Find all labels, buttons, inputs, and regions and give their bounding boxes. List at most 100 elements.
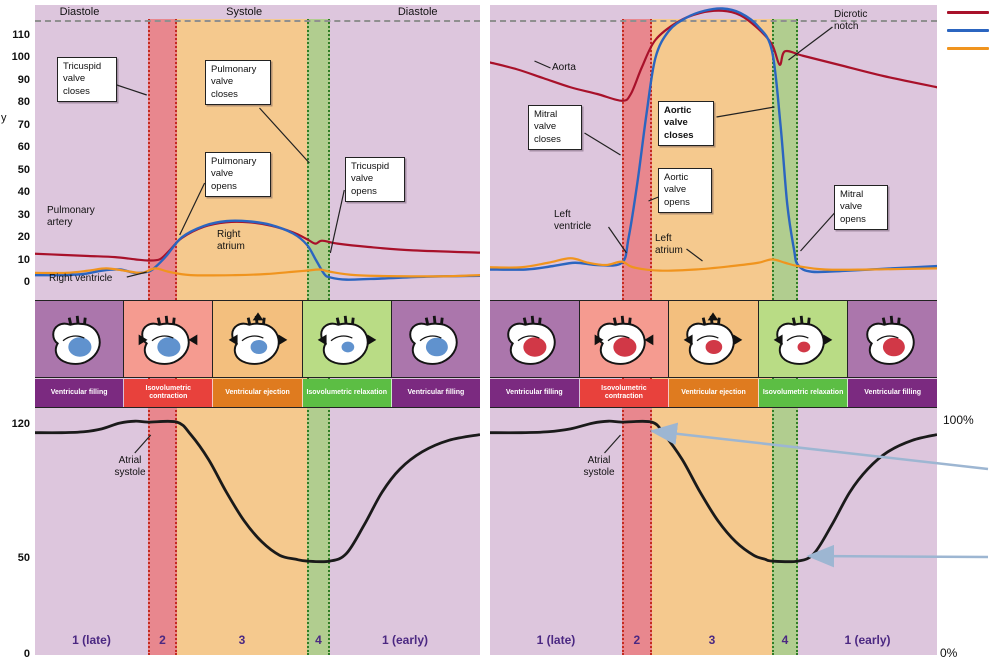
pressure-tick-30: 30	[17, 208, 30, 221]
heart-phase-cell-1	[35, 301, 125, 377]
heart-icon	[228, 312, 287, 365]
phase-bar-label-2: Isovolumetric contraction	[579, 379, 670, 407]
heart-icon	[684, 312, 743, 365]
callout-pulmonary-valve-closes: Pulmonary valve closes	[205, 60, 271, 106]
ventricular-volume-curve	[35, 419, 480, 564]
callout-pulmonary-valve-opens: Pulmonary valve opens	[205, 152, 271, 198]
callout-mitral-valve-opens: Mitral valve opens	[834, 185, 888, 231]
callout-aorta: Aorta	[552, 62, 576, 73]
heart-phase-cell-4	[302, 301, 392, 377]
phase-bar-label-1: Ventricular filling	[35, 379, 125, 407]
callout-right-ventricle: Right ventricle	[49, 273, 113, 284]
callout-pulmonary-artery: Pulmonary artery	[47, 205, 95, 228]
phase-label-bar: Ventricular filling Isovolumetric contrac…	[490, 379, 937, 408]
pressure-curves-chart	[490, 7, 937, 274]
heart-phase-strip	[35, 300, 480, 378]
heart-icon	[865, 315, 915, 365]
volume-tick-0: 0	[23, 648, 30, 660]
heart-phase-cell-5	[848, 301, 937, 377]
phase-number-4: 4	[315, 633, 322, 647]
ventricular-volume-curve	[490, 419, 937, 564]
volume-100-percent-label: 100%	[943, 413, 974, 427]
phase-number-5: 1 (early)	[382, 633, 429, 647]
heart-phase-cell-1	[490, 301, 580, 377]
volume-tick-120: 120	[11, 417, 30, 430]
phase-number-5: 1 (early)	[844, 633, 891, 647]
callout-mitral-valve-closes: Mitral valve closes	[528, 105, 582, 151]
heart-phase-cell-4	[758, 301, 849, 377]
heart-icon	[138, 315, 198, 365]
pressure-curves-chart	[35, 219, 480, 281]
pressure-tick-40: 40	[17, 186, 30, 198]
left-heart-panel: Ventricular filling Isovolumetric contrac…	[490, 5, 937, 655]
heart-phase-strip	[490, 300, 937, 378]
callout-tricuspid-valve-opens: Tricuspid valve opens	[345, 157, 405, 203]
heart-icon	[409, 315, 458, 365]
top-dashed-gridline	[490, 20, 937, 22]
callout-aortic-valve-closes: Aortic valve closes	[658, 101, 714, 147]
phase-number-2: 2	[159, 633, 166, 647]
heart-icon	[594, 315, 654, 365]
pressure-tick-70: 70	[17, 118, 30, 131]
phase-bar-label-3: Ventricular ejection	[213, 379, 303, 407]
callout-aortic-valve-opens: Aortic valve opens	[658, 168, 712, 214]
pressure-tick-90: 90	[17, 73, 30, 86]
phase-bar-label-5: Ventricular filling	[391, 379, 480, 407]
pressure-tick-10: 10	[17, 253, 30, 266]
pressure-axis-label-fragment: y	[1, 112, 7, 124]
phase-number-3: 3	[708, 633, 716, 647]
heart-icon	[317, 315, 377, 365]
heart-phase-cell-2	[124, 301, 214, 377]
volume-tick-50: 50	[17, 552, 30, 565]
phase-header-diastole: Diastole	[59, 6, 100, 18]
phase-bar-label-3: Ventricular ejection	[669, 379, 759, 407]
phase-header-diastole: Diastole	[397, 6, 438, 18]
heart-icon	[773, 315, 833, 365]
callout-left-atrium: Left atrium	[655, 233, 683, 256]
phase-number-1: 1 (late)	[72, 633, 111, 647]
pressure-tick-50: 50	[17, 163, 30, 176]
legend-swatch-2	[947, 47, 989, 50]
heart-phase-cell-5	[391, 301, 480, 377]
left-atrium-curve	[490, 257, 937, 272]
volume-curve-chart	[490, 419, 937, 564]
volume-0-percent-label: 0%	[940, 646, 958, 660]
phase-number-1: 1 (late)	[536, 633, 576, 647]
legend-swatch-1	[947, 29, 989, 32]
phase-bar-label-4: Isovolumetric relaxation	[302, 379, 392, 407]
pressure-tick-110: 110	[12, 28, 30, 41]
callout-left-ventricle: Left ventricle	[554, 209, 592, 232]
callout-atrial-systole: Atrial systole	[114, 455, 146, 478]
heart-phase-cell-2	[579, 301, 670, 377]
phase-bar-label-1: Ventricular filling	[490, 379, 580, 407]
top-dashed-gridline	[35, 20, 480, 22]
heart-icon	[507, 315, 557, 365]
callout-right-atrium: Right atrium	[217, 229, 245, 252]
pressure-tick-80: 80	[17, 96, 30, 108]
callout-dicrotic-notch: Dicrotic notch	[834, 9, 868, 32]
callout-atrial-systole: Atrial systole	[583, 455, 615, 478]
right-heart-panel: Diastole Systole Diastole Ventricular fill…	[35, 5, 480, 655]
heart-icon	[52, 315, 101, 365]
pressure-tick-60: 60	[17, 141, 30, 153]
left-axis-column: 110 100 90 80 70 60 50 40 30 20 10 0 y 120 50 0	[0, 0, 34, 667]
phase-label-bar: Ventricular filling Isovolumetric contrac…	[35, 379, 480, 408]
pressure-tick-20: 20	[17, 231, 30, 243]
right-axis-column: 100% 0%	[937, 0, 989, 667]
heart-phase-cell-3	[669, 301, 759, 377]
legend-swatch-0	[947, 11, 989, 14]
phase-number-2: 2	[633, 633, 641, 647]
phase-bar-label-5: Ventricular filling	[848, 379, 937, 407]
phase-bar-label-2: Isovolumetric contraction	[124, 379, 214, 407]
phase-header-systole: Systole	[226, 6, 263, 18]
diastole-systole-header: Diastole Systole Diastole	[35, 6, 480, 20]
phase-number-3: 3	[238, 633, 246, 647]
volume-curve-chart	[35, 419, 480, 564]
phase-bar-label-4: Isovolumetric relaxation	[758, 379, 849, 407]
callout-tricuspid-valve-closes: Tricuspid valve closes	[57, 57, 117, 103]
right-atrium-curve	[35, 267, 480, 278]
heart-phase-cell-3	[213, 301, 303, 377]
pressure-tick-0: 0	[23, 276, 30, 288]
phase-number-4: 4	[781, 633, 789, 647]
